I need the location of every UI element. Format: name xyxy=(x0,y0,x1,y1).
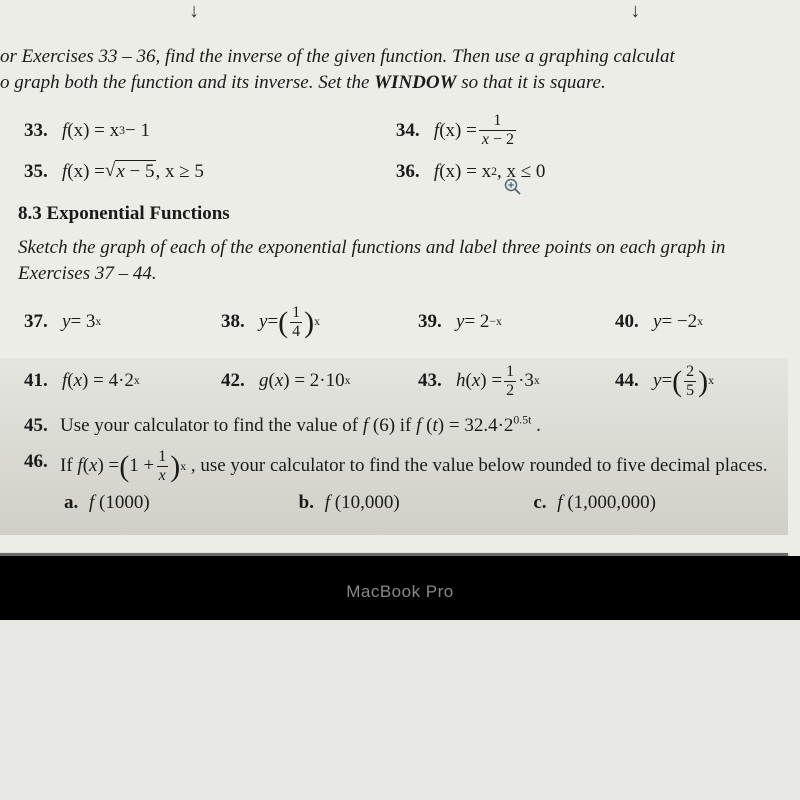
exercise-42: 42. g(x) = 2·10x xyxy=(197,370,394,392)
instruction-text-1: or Exercises 33 – 36, find the inverse o… xyxy=(0,46,675,67)
arrow-down-icon: ↓ xyxy=(189,0,199,23)
ex46-part-b: b. f (10,000) xyxy=(299,490,534,517)
exercise-36: 36. f(x) = x2, x ≤ 0 xyxy=(386,160,788,183)
top-arrows-row: ↓ ↓ xyxy=(0,0,788,40)
exercise-33: 33. f(x) = x3 − 1 xyxy=(0,113,386,148)
laptop-label: MacBook Pro xyxy=(0,582,800,602)
instruction-text-2b: so that it is square. xyxy=(457,72,606,93)
fraction: 1 ·x − 2 xyxy=(479,113,516,148)
exercise-38: 38. y = (14)x xyxy=(197,305,394,340)
sqrt: √x − 5 xyxy=(105,160,156,183)
instruction-text-2a: o graph both the function and its invers… xyxy=(0,72,374,93)
row-37-40: 37. y = 3x 38. y = (14)x 39. y = 2−x 40.… xyxy=(0,305,788,340)
exercise-40: 40. y = −2x xyxy=(591,311,788,333)
ex46-subparts: a. f (1000) b. f (10,000) c. f (1,000,00… xyxy=(64,490,768,517)
row-33-34: 33. f(x) = x3 − 1 34. f(x) = 1 ·x − 2 xyxy=(0,113,788,148)
arrow-down-icon: ↓ xyxy=(630,0,640,23)
textbook-page: ↓ ↓ or Exercises 33 – 36, find the inver… xyxy=(0,0,800,556)
exercise-37: 37. y = 3x xyxy=(0,311,197,333)
instruction-bold: WINDOW xyxy=(374,72,456,93)
exercise-46: 46. If f (x) = (1 + 1x)x , use your calc… xyxy=(24,449,768,517)
exercise-39: 39. y = 2−x xyxy=(394,311,591,333)
row-35-36: 35. f(x) = √x − 5, x ≥ 5 36. f(x) = x2, … xyxy=(0,160,788,183)
ex-num: 33. xyxy=(24,120,52,142)
ex46-part-a: a. f (1000) xyxy=(64,490,299,517)
exercise-45: 45. Use your calculator to find the valu… xyxy=(24,413,768,440)
ex-num: 35. xyxy=(24,161,52,183)
ex-num: 34. xyxy=(396,120,424,142)
exercise-44: 44. y = (25)x xyxy=(591,364,788,399)
instruction-37-44: Sketch the graph of each of the exponent… xyxy=(18,235,788,286)
ex34-formula: f(x) = 1 ·x − 2 xyxy=(434,113,518,148)
exercise-34: 34. f(x) = 1 ·x − 2 xyxy=(386,113,788,148)
ex36-formula: f(x) = x2, x ≤ 0 xyxy=(434,161,545,183)
exercise-41: 41. f(x) = 4·2x xyxy=(0,370,197,392)
ex-num: 36. xyxy=(396,161,424,183)
laptop-bezel: MacBook Pro xyxy=(0,556,800,620)
instruction-33-36: or Exercises 33 – 36, find the inverse o… xyxy=(0,44,788,95)
row-41-44: 41. f(x) = 4·2x 42. g(x) = 2·10x 43. h(x… xyxy=(0,358,788,399)
shaded-lower-region: 41. f(x) = 4·2x 42. g(x) = 2·10x 43. h(x… xyxy=(0,358,788,535)
ex35-formula: f(x) = √x − 5, x ≥ 5 xyxy=(62,160,204,183)
exercise-35: 35. f(x) = √x − 5, x ≥ 5 xyxy=(0,160,386,183)
exercise-43: 43. h(x) = 12·3x xyxy=(394,364,591,399)
ex46-part-c: c. f (1,000,000) xyxy=(533,490,768,517)
ex33-formula: f(x) = x3 − 1 xyxy=(62,120,150,142)
section-heading: 8.3 Exponential Functions xyxy=(18,203,788,225)
magnify-plus-icon[interactable] xyxy=(504,178,522,201)
